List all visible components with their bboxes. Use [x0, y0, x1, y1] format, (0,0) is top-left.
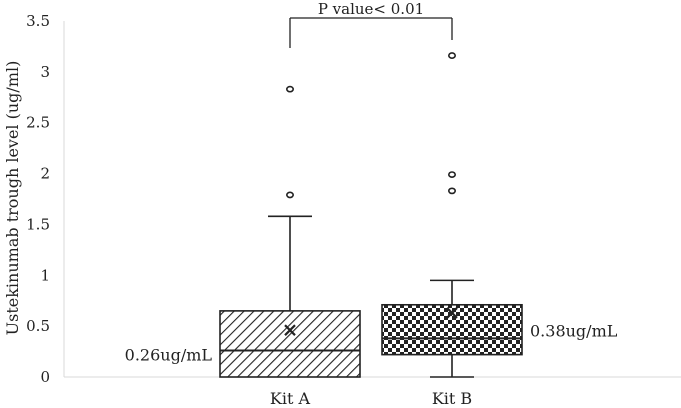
- y-tick-label: 3: [40, 63, 50, 81]
- y-tick-label: 2: [40, 165, 50, 183]
- y-axis-label: Ustekinumab trough level (ug/ml): [3, 61, 22, 336]
- category-labels: Kit A Kit B: [270, 389, 472, 408]
- box-kit-b: 0.38ug/mL: [381, 52, 618, 378]
- y-tick-label: 0.5: [26, 317, 50, 335]
- mean-marker: [284, 324, 296, 336]
- significance-annotation: P value< 0.01: [289, 0, 453, 48]
- median-label: 0.26ug/mL: [125, 346, 213, 365]
- outlier-point: [447, 171, 456, 178]
- outlier-point: [447, 187, 456, 195]
- outlier-point: [447, 52, 456, 59]
- outlier-point: [285, 191, 294, 199]
- category-label: Kit B: [432, 389, 472, 408]
- y-tick-label: 1: [40, 266, 50, 284]
- y-tick-label: 0: [40, 368, 50, 386]
- box-kit-a: 0.26ug/mL: [125, 85, 361, 378]
- y-tick-labels: 0 0.5 1 1.5 2 2.5 3 3.5: [26, 12, 50, 386]
- median-label: 0.38ug/mL: [530, 321, 618, 340]
- box-series: 0.26ug/mL 0.38ug/mL: [125, 52, 618, 378]
- y-tick-label: 1.5: [26, 215, 50, 233]
- iqr-box: [219, 310, 361, 378]
- p-value-label: P value< 0.01: [318, 0, 424, 18]
- category-label: Kit A: [270, 389, 311, 408]
- y-tick-label: 2.5: [26, 114, 50, 132]
- mean-marker: [446, 307, 458, 319]
- y-tick-label: 3.5: [26, 12, 50, 30]
- outlier-point: [285, 85, 294, 93]
